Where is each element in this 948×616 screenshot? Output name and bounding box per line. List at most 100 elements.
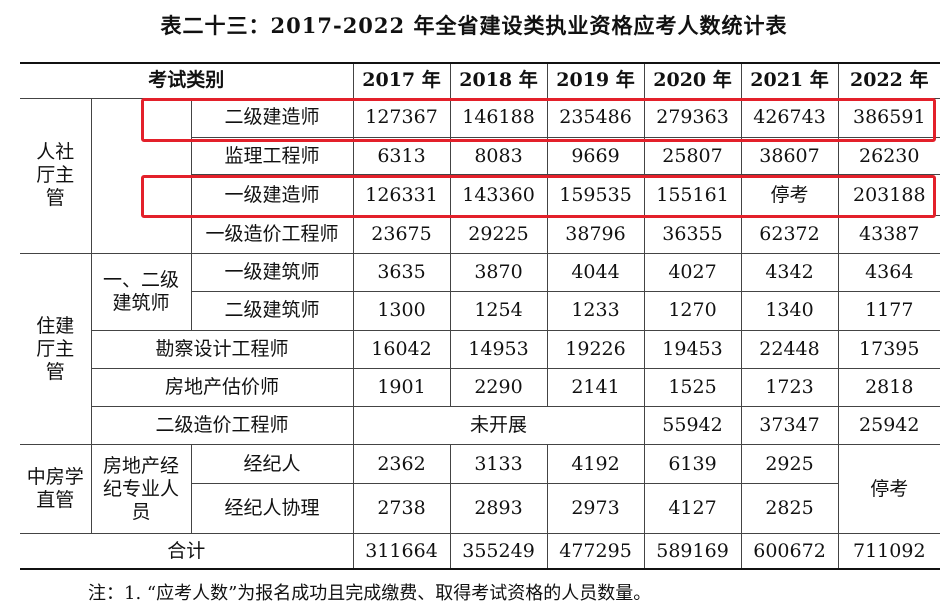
data-cell: 1340 [741, 291, 839, 331]
total-cell: 600672 [741, 533, 839, 571]
data-cell: 2362 [353, 444, 451, 484]
data-cell: 159535 [547, 174, 645, 216]
table-row: 二级建筑师 1300 1254 1233 1270 1340 1177 [20, 291, 941, 331]
data-cell: 127367 [353, 98, 451, 139]
category-header: 考试类别 [20, 61, 354, 99]
data-cell: 2825 [741, 483, 839, 535]
data-cell: 426743 [741, 98, 839, 139]
data-cell: 25942 [838, 406, 941, 446]
year-header: 2018 年 [450, 61, 548, 99]
data-cell: 203188 [838, 174, 941, 216]
data-cell: 26230 [838, 137, 941, 176]
table-row: 一级建造师 126331 143360 159535 155161 停考 203… [20, 174, 941, 216]
data-cell: 19453 [644, 330, 742, 369]
subgroup-label-architect: 一、二级建筑师 [91, 253, 192, 331]
table-row: 一级造价工程师 23675 29225 38796 36355 62372 43… [20, 215, 941, 254]
data-cell: 1270 [644, 291, 742, 331]
data-cell: 4027 [644, 253, 742, 293]
table-row: 人社厅主管 二级建造师 127367 146188 235486 279363 … [20, 98, 941, 254]
data-cell: 停考 [741, 174, 839, 216]
table-title: 表二十三：2017-2022 年全省建设类执业资格应考人数统计表 [160, 13, 788, 38]
table-row: 房地产估价师 1901 2290 2141 1525 1723 2818 [20, 368, 941, 408]
table-row: 勘察设计工程师 16042 14953 19226 19453 22448 17… [20, 330, 941, 369]
group-label-rensheting: 人社厅主管 [20, 98, 92, 254]
data-cell: 36355 [644, 215, 742, 254]
group-spacer [91, 98, 192, 254]
not-started-cell: 未开展 [353, 406, 645, 446]
table-row: 经纪人协理 2738 2893 2973 4127 2825 [20, 483, 940, 535]
total-cell: 589169 [644, 533, 742, 571]
table-row: 中房学直管 房地产经纪专业人员 经纪人 2362 3133 4192 6139 … [20, 444, 941, 535]
data-cell: 55942 [644, 406, 742, 446]
year-header: 2021 年 [741, 61, 839, 99]
data-cell: 126331 [353, 174, 451, 216]
total-cell: 355249 [450, 533, 548, 571]
data-cell: 235486 [547, 98, 645, 139]
year-header: 2019 年 [547, 61, 645, 99]
row-label: 勘察设计工程师 [91, 330, 354, 369]
data-cell: 38607 [741, 137, 839, 176]
total-cell: 477295 [547, 533, 645, 571]
row-label: 经纪人协理 [191, 483, 354, 535]
data-cell: 4364 [838, 253, 941, 293]
row-label: 二级建造师 [191, 98, 354, 139]
data-cell: 2818 [838, 368, 941, 408]
row-label: 监理工程师 [191, 137, 354, 176]
data-cell: 17395 [838, 330, 941, 369]
row-label: 经纪人 [191, 444, 354, 484]
data-cell: 2973 [547, 483, 645, 535]
row-label: 二级建筑师 [191, 291, 354, 331]
row-label: 房地产估价师 [91, 368, 354, 408]
data-cell: 386591 [838, 98, 941, 139]
total-cell: 711092 [838, 533, 941, 571]
total-cell: 311664 [353, 533, 451, 571]
data-cell: 4342 [741, 253, 839, 293]
data-cell: 62372 [741, 215, 839, 254]
data-cell: 1525 [644, 368, 742, 408]
data-cell: 2141 [547, 368, 645, 408]
row-label: 一级建造师 [191, 174, 354, 216]
data-cell: 1177 [838, 291, 941, 331]
data-cell: 279363 [644, 98, 742, 139]
row-label: 一级造价工程师 [191, 215, 354, 254]
data-cell: 3635 [353, 253, 451, 293]
header-row: 考试类别 2017 年 2018 年 2019 年 2020 年 2021 年 … [20, 61, 941, 99]
data-cell: 1300 [353, 291, 451, 331]
data-cell: 143360 [450, 174, 548, 216]
data-cell: 155161 [644, 174, 742, 216]
data-cell: 38796 [547, 215, 645, 254]
total-label: 合计 [20, 533, 354, 571]
data-cell: 29225 [450, 215, 548, 254]
data-cell: 1233 [547, 291, 645, 331]
data-cell: 25807 [644, 137, 742, 176]
subgroup-label-broker: 房地产经纪专业人员 [91, 444, 192, 535]
footnote: 注：1. “应考人数”为报名成功且完成缴费、取得考试资格的人员数量。 [88, 583, 652, 604]
data-cell: 4127 [644, 483, 742, 535]
exam-stats-table: 考试类别 2017 年 2018 年 2019 年 2020 年 2021 年 … [20, 61, 941, 571]
data-cell: 3133 [450, 444, 548, 484]
data-cell: 23675 [353, 215, 451, 254]
data-cell: 19226 [547, 330, 645, 369]
data-cell: 43387 [838, 215, 941, 254]
data-cell: 4044 [547, 253, 645, 293]
data-cell: 2893 [450, 483, 548, 535]
data-cell: 6139 [644, 444, 742, 484]
row-label: 一级建筑师 [191, 253, 354, 293]
year-header: 2022 年 [838, 61, 941, 99]
year-header: 2020 年 [644, 61, 742, 99]
row-label: 二级造价工程师 [91, 406, 354, 446]
data-cell: 1254 [450, 291, 548, 331]
table-row: 住建厅主管 一、二级建筑师 一级建筑师 3635 3870 4044 4027 … [20, 253, 941, 446]
data-cell: 6313 [353, 137, 451, 176]
group-label-zhujianting: 住建厅主管 [20, 253, 92, 446]
data-cell: 1901 [353, 368, 451, 408]
data-cell: 3870 [450, 253, 548, 293]
data-cell: 22448 [741, 330, 839, 369]
total-row: 合计 311664 355249 477295 589169 600672 71… [20, 533, 941, 571]
data-cell: 4192 [547, 444, 645, 484]
data-cell: 37347 [741, 406, 839, 446]
data-cell: 8083 [450, 137, 548, 176]
data-cell: 146188 [450, 98, 548, 139]
data-cell: 16042 [353, 330, 451, 369]
data-cell: 2925 [741, 444, 839, 484]
